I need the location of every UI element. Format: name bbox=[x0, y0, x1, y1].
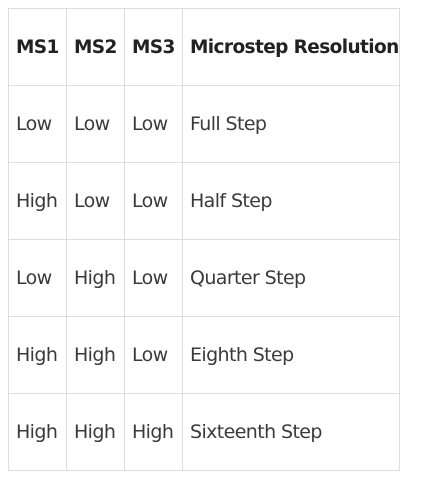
table-row: Low Low Low Full Step bbox=[8, 85, 400, 163]
table-row: High High High Sixteenth Step bbox=[8, 393, 400, 471]
table-header-row: MS1 MS2 MS3 Microstep Resolution bbox=[8, 8, 400, 86]
table-row: High Low Low Half Step bbox=[8, 162, 400, 240]
cell-ms1: Low bbox=[8, 239, 67, 317]
cell-resolution: Quarter Step bbox=[182, 239, 400, 317]
cell-ms2: High bbox=[66, 393, 125, 471]
header-ms1: MS1 bbox=[8, 8, 67, 86]
header-ms3: MS3 bbox=[124, 8, 183, 86]
cell-ms2: Low bbox=[66, 85, 125, 163]
cell-ms1: Low bbox=[8, 85, 67, 163]
cell-resolution: Eighth Step bbox=[182, 316, 400, 394]
cell-resolution: Sixteenth Step bbox=[182, 393, 400, 471]
cell-ms3: Low bbox=[124, 85, 183, 163]
cell-ms3: Low bbox=[124, 316, 183, 394]
cell-ms2: High bbox=[66, 316, 125, 394]
microstep-resolution-table: MS1 MS2 MS3 Microstep Resolution Low Low… bbox=[8, 8, 400, 471]
cell-ms1: High bbox=[8, 162, 67, 240]
cell-ms2: Low bbox=[66, 162, 125, 240]
cell-ms2: High bbox=[66, 239, 125, 317]
table-row: High High Low Eighth Step bbox=[8, 316, 400, 394]
table-row: Low High Low Quarter Step bbox=[8, 239, 400, 317]
cell-ms3: Low bbox=[124, 239, 183, 317]
cell-ms1: High bbox=[8, 316, 67, 394]
cell-resolution: Full Step bbox=[182, 85, 400, 163]
cell-resolution: Half Step bbox=[182, 162, 400, 240]
header-ms2: MS2 bbox=[66, 8, 125, 86]
cell-ms3: High bbox=[124, 393, 183, 471]
cell-ms1: High bbox=[8, 393, 67, 471]
header-microstep-resolution: Microstep Resolution bbox=[182, 8, 400, 86]
cell-ms3: Low bbox=[124, 162, 183, 240]
